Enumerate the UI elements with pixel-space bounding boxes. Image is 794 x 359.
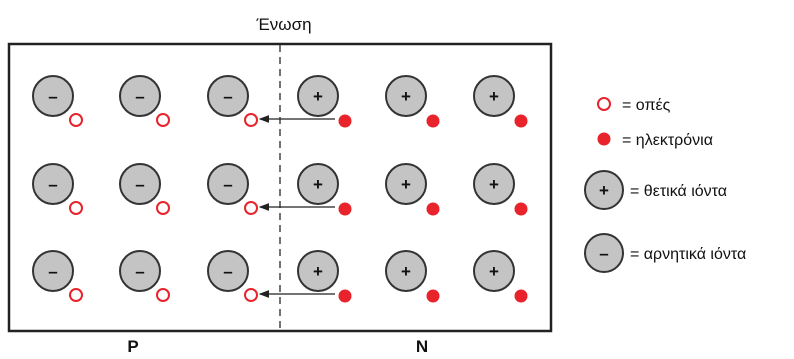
positive-ion-sign: + [401,262,411,281]
negative-ion-sign: – [135,262,144,281]
negative-ion-sign: – [135,175,144,194]
positive-ion [473,250,515,292]
positive-ion-sign: + [489,87,499,106]
negative-ion [119,75,161,117]
legend-electrons-text: = ηλεκτρόνια [622,132,713,149]
positive-ion-sign: + [313,175,323,194]
legend-hole-symbol [597,97,611,111]
legend-negative-ions-text: = αρνητικά ιόντα [630,246,746,263]
positive-ion [385,75,427,117]
positive-ion-sign: + [401,175,411,194]
legend-holes-text: = οπές [622,97,671,114]
hole [69,201,83,215]
hole [156,288,170,302]
hole [69,288,83,302]
electron [514,289,528,303]
positive-ion [385,163,427,205]
legend-negative-sign: – [599,244,608,263]
electron [426,202,440,216]
junction-label: Ένωση [255,15,311,34]
negative-ion-sign: – [48,262,57,281]
crystal-border [7,42,553,333]
legend-positive-sign: + [599,181,609,200]
negative-ion [207,75,249,117]
hole [244,288,258,302]
positive-ion [297,250,339,292]
hole [244,113,258,127]
positive-ion [473,75,515,117]
ions-layer: – – – + + + – – – + + + – – – + + + [32,75,528,303]
n-region-label: N [416,337,428,356]
negative-ion [119,250,161,292]
legend-negative-ion-symbol [584,233,624,273]
legend: = οπές = ηλεκτρόνια + = θετικά ιόντα – =… [584,97,746,273]
electron [338,114,352,128]
hole [156,113,170,127]
negative-ion [207,250,249,292]
p-region-label: P [127,337,138,356]
electron [338,202,352,216]
negative-ion-sign: – [223,262,232,281]
positive-ion-sign: + [401,87,411,106]
positive-ion-sign: + [313,262,323,281]
negative-ion [32,75,74,117]
legend-positive-ions-text: = θετικά ιόντα [630,183,727,200]
negative-ion-sign: – [48,175,57,194]
positive-ion [385,250,427,292]
negative-ion-sign: – [223,175,232,194]
legend-electron-symbol [597,132,611,146]
electron [426,114,440,128]
negative-ion [119,163,161,205]
legend-positive-ion-symbol [584,170,624,210]
electron [514,114,528,128]
electron [338,289,352,303]
positive-ion-sign: + [489,175,499,194]
positive-ion [297,75,339,117]
negative-ion-sign: – [48,87,57,106]
electron [426,289,440,303]
positive-ion-sign: + [313,87,323,106]
electron [514,202,528,216]
negative-ion-sign: – [135,87,144,106]
negative-ion [32,250,74,292]
hole [244,201,258,215]
hole [156,201,170,215]
positive-ion [297,163,339,205]
negative-ion-sign: – [223,87,232,106]
positive-ion-sign: + [489,262,499,281]
positive-ion [473,163,515,205]
negative-ion [32,163,74,205]
negative-ion [207,163,249,205]
hole [69,113,83,127]
